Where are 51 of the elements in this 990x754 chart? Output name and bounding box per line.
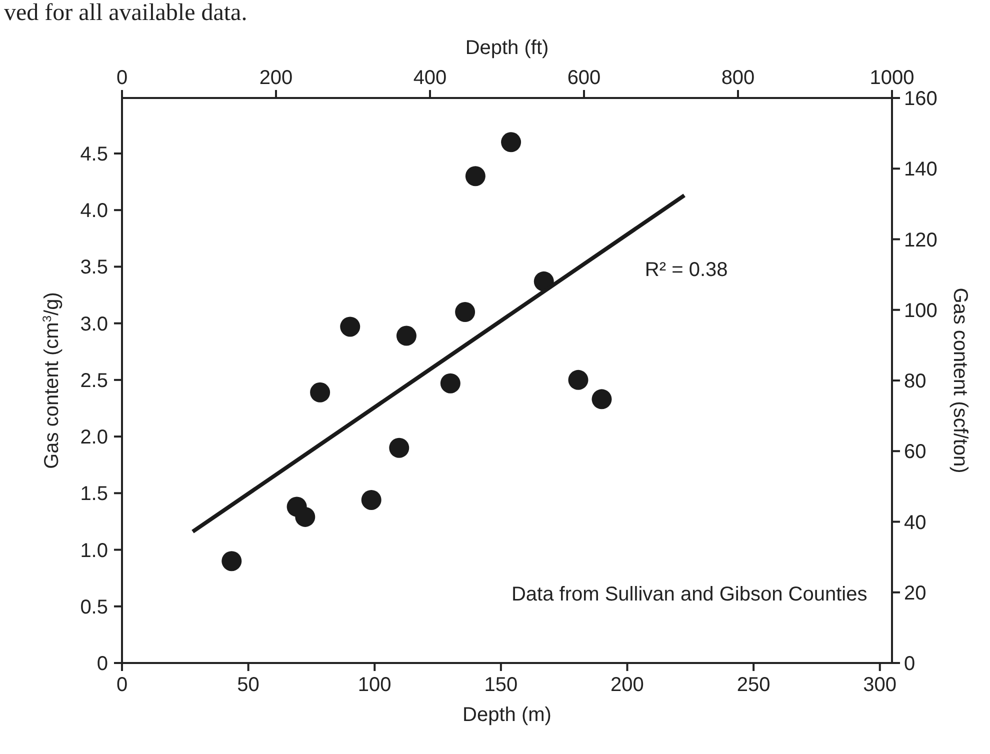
x-tick-label: 250 xyxy=(736,674,770,696)
y-tick-label: 0 xyxy=(96,653,108,675)
y-tick-label: 1.0 xyxy=(80,540,108,562)
y2-tick-label: 140 xyxy=(904,158,938,181)
x2-tick-label: 1000 xyxy=(870,67,914,89)
x-tick-label: 0 xyxy=(116,674,128,696)
x-tick-label: 150 xyxy=(484,674,518,696)
x2-tick-label: 0 xyxy=(116,67,128,89)
point xyxy=(222,551,242,572)
text: ved for all available data. xyxy=(4,0,248,26)
y-tick-label: 1.5 xyxy=(80,483,108,506)
y-tick-label: 4.0 xyxy=(80,200,108,222)
y2-tick-label: 40 xyxy=(904,512,926,534)
y2-axis-title: Gas content (scf/ton) xyxy=(949,288,971,474)
x2-axis-title: Depth (ft) xyxy=(465,37,549,59)
point xyxy=(396,326,416,346)
y2-tick-label: 20 xyxy=(904,582,926,604)
point xyxy=(389,438,410,458)
x2-tick-label: 200 xyxy=(259,67,293,89)
y2-tick-label: 120 xyxy=(904,229,938,252)
y-tick-label: 2.0 xyxy=(80,426,108,449)
y-tick-label: 3.0 xyxy=(80,313,108,336)
y2-tick-label: 80 xyxy=(904,370,926,392)
annotation: R² = 0.38 xyxy=(644,258,728,281)
y2-tick-label: 0 xyxy=(904,653,916,675)
point xyxy=(592,389,612,410)
y-tick-label: 2.5 xyxy=(80,370,108,392)
x2-tick-label: 800 xyxy=(721,67,755,89)
point xyxy=(310,382,330,402)
x-axis-title: Depth (m) xyxy=(462,704,552,726)
point xyxy=(440,373,460,394)
point xyxy=(568,370,588,390)
point xyxy=(340,316,360,337)
point xyxy=(361,490,382,510)
x2-tick-label: 400 xyxy=(413,67,447,89)
annotation: Data from Sullivan and Gibson Counties xyxy=(511,584,868,606)
y2-tick-label: 160 xyxy=(904,88,938,110)
y-tick-label: 3.5 xyxy=(80,256,108,279)
x2-tick-label: 600 xyxy=(567,67,601,89)
point xyxy=(295,506,316,527)
point xyxy=(455,302,476,322)
y-tick-label: 0.5 xyxy=(80,596,108,618)
point xyxy=(501,132,522,152)
x-tick-label: 200 xyxy=(610,674,644,696)
y2-tick-label: 100 xyxy=(904,300,938,322)
y2-tick-label: 60 xyxy=(904,441,926,464)
x-tick-label: 100 xyxy=(358,674,392,696)
x-tick-label: 50 xyxy=(237,674,260,696)
point xyxy=(465,166,486,186)
x-tick-label: 300 xyxy=(863,674,897,696)
y-tick-label: 4.5 xyxy=(80,143,108,166)
